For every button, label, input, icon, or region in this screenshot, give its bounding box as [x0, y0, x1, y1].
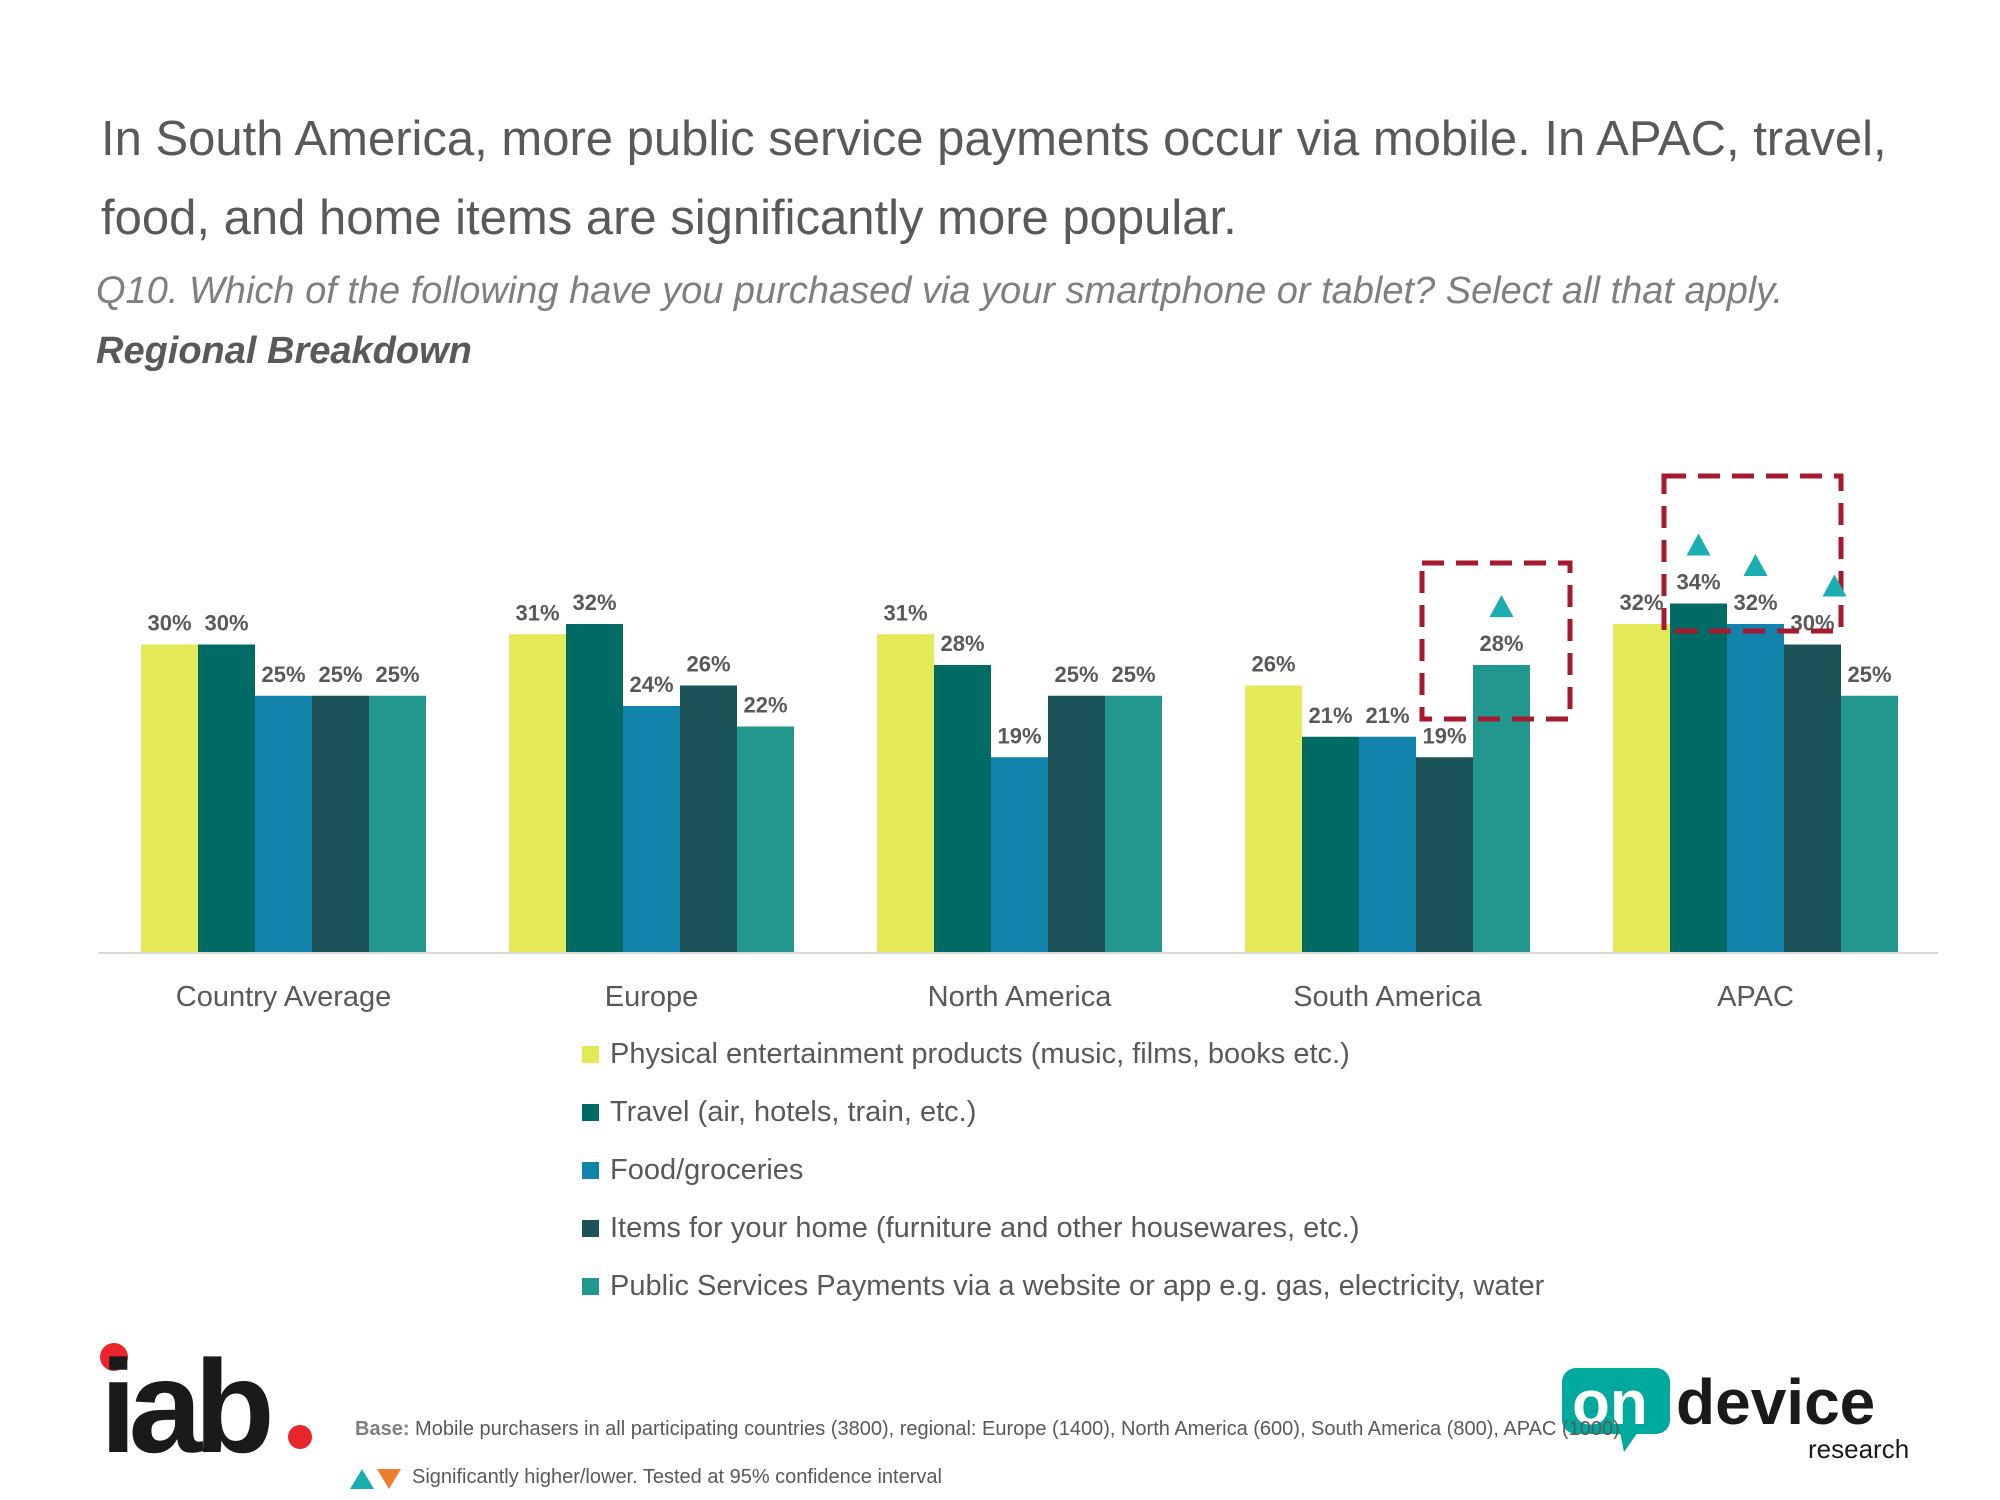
legend-swatch	[582, 1219, 599, 1237]
bar-chart: 30% 30% 25% 25% 25% Country Average 31% 32% 24% 2…	[98, 473, 1938, 1013]
data-label: 26%	[1251, 652, 1295, 677]
base-footnote: Base: Mobile purchasers in all participa…	[355, 1418, 1620, 1441]
iab-logo-dot	[100, 1343, 128, 1371]
legend-label: Public Services Payments via a website o…	[610, 1269, 1545, 1302]
bar	[1613, 624, 1670, 952]
x-tick-label: South America	[1293, 981, 1482, 1013]
data-label: 25%	[261, 662, 305, 687]
bar	[1416, 757, 1473, 952]
highlight-box	[1419, 560, 1573, 722]
bar	[623, 706, 680, 952]
significance-up-arrow	[1686, 533, 1711, 556]
bar	[509, 634, 566, 952]
ondevice-logo-on: on	[1572, 1369, 1648, 1438]
x-tick-label: North America	[928, 981, 1113, 1013]
ondevice-logo-device: device	[1676, 1366, 1875, 1438]
bar	[934, 665, 991, 952]
significance-up-arrow	[1489, 595, 1514, 617]
bar	[1105, 695, 1162, 952]
data-label: 32%	[1619, 590, 1663, 615]
legend-label: Physical entertainment products (music, …	[610, 1037, 1350, 1070]
ondevice-logo: on device research	[1562, 1366, 1909, 1464]
highlight-box	[1661, 473, 1844, 634]
bar	[255, 695, 312, 952]
data-label: 28%	[1479, 631, 1523, 656]
down-arrow-icon	[377, 1468, 401, 1489]
data-label: 34%	[1676, 570, 1720, 595]
page-subtitle: Regional Breakdown	[96, 330, 472, 372]
significance-note: Significantly higher/lower. Tested at 95…	[350, 1466, 942, 1489]
data-label: 30%	[147, 611, 191, 636]
legend-swatch	[582, 1277, 599, 1295]
data-label: 26%	[686, 652, 730, 677]
bar	[369, 695, 426, 952]
legend-item: Food/groceries	[582, 1141, 1544, 1199]
bar	[566, 624, 623, 952]
data-label: 25%	[375, 662, 419, 687]
legend-item: Public Services Payments via a website o…	[582, 1257, 1544, 1315]
bar	[1473, 665, 1530, 952]
significance-text: Significantly higher/lower. Tested at 95…	[412, 1466, 942, 1488]
ondevice-logo-badge	[1562, 1368, 1670, 1434]
base-text: Mobile purchasers in all participating c…	[415, 1418, 1620, 1440]
legend-label: Items for your home (furniture and other…	[610, 1211, 1360, 1244]
data-label: 25%	[1111, 662, 1155, 687]
chart-legend: Physical entertainment products (music, …	[582, 1025, 1544, 1315]
data-label: 22%	[743, 693, 787, 718]
bar	[1841, 695, 1898, 952]
legend-swatch	[582, 1161, 599, 1179]
bar	[1670, 603, 1727, 952]
data-label: 19%	[997, 723, 1041, 748]
bar	[1727, 624, 1784, 952]
page-title: In South America, more public service pa…	[101, 112, 1887, 245]
data-label: 31%	[515, 600, 559, 625]
iab-logo-text: iab	[100, 1340, 270, 1460]
bar	[737, 726, 794, 952]
ondevice-logo-research: research	[1808, 1434, 1909, 1464]
data-label: 32%	[572, 590, 616, 615]
bar	[141, 644, 198, 952]
bar	[1302, 736, 1359, 952]
bar	[680, 685, 737, 952]
significance-up-arrow	[1822, 574, 1847, 597]
data-label: 28%	[940, 631, 984, 656]
ondevice-logo-badge-tail	[1620, 1432, 1638, 1452]
x-tick-label: Europe	[605, 981, 699, 1013]
base-label: Base:	[355, 1418, 410, 1440]
data-label: 21%	[1365, 703, 1409, 728]
data-label: 25%	[318, 662, 362, 687]
x-tick-label: APAC	[1717, 981, 1794, 1013]
legend-swatch	[582, 1103, 599, 1121]
bar	[1048, 695, 1105, 952]
data-label: 32%	[1733, 590, 1777, 615]
bar	[1245, 685, 1302, 952]
bar	[198, 644, 255, 952]
bar	[1359, 736, 1416, 952]
legend-item: Physical entertainment products (music, …	[582, 1025, 1544, 1083]
legend-item: Items for your home (furniture and other…	[582, 1199, 1544, 1257]
data-label: 31%	[883, 600, 927, 625]
data-label: 19%	[1422, 723, 1466, 748]
data-label: 25%	[1847, 662, 1891, 687]
iab-logo: iab	[100, 1340, 312, 1460]
bar	[991, 757, 1048, 952]
bar	[312, 695, 369, 952]
legend-item: Travel (air, hotels, train, etc.)	[582, 1083, 1544, 1141]
significance-arrows-icon	[350, 1468, 401, 1489]
legend-label: Food/groceries	[610, 1153, 804, 1186]
up-arrow-icon	[350, 1468, 374, 1489]
data-label: 21%	[1308, 703, 1352, 728]
data-label: 24%	[629, 672, 673, 697]
bar	[877, 634, 934, 952]
iab-logo-period	[288, 1425, 312, 1449]
significance-up-arrow	[1743, 554, 1768, 576]
data-label: 25%	[1054, 662, 1098, 687]
legend-swatch	[582, 1045, 599, 1063]
x-tick-label: Country Average	[176, 981, 392, 1013]
legend-label: Travel (air, hotels, train, etc.)	[610, 1095, 977, 1128]
bar	[1784, 644, 1841, 952]
data-label: 30%	[204, 611, 248, 636]
question-text: Q10. Which of the following have you pur…	[96, 270, 1784, 312]
